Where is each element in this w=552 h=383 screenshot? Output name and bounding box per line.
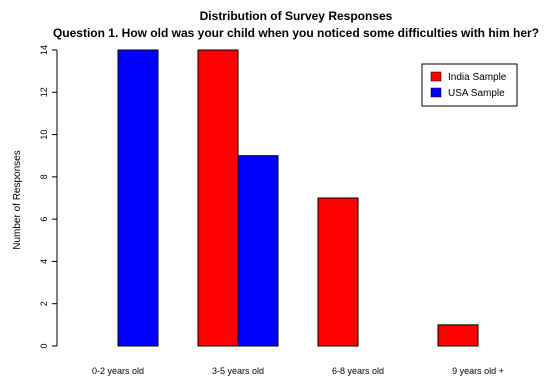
y-axis: 0 2 4 6 8 10 12 14	[39, 45, 58, 349]
y-tick-label: 0	[39, 343, 49, 348]
y-tick-label: 6	[39, 217, 49, 222]
bar-india-sample-2	[317, 197, 359, 347]
y-tick-label: 12	[39, 87, 49, 97]
y-axis-label: Number of Responses	[12, 150, 23, 250]
legend-label-usa: USA Sample	[448, 88, 505, 99]
bar-usa-sample-1	[237, 155, 279, 347]
chart-title: Distribution of Survey Responses	[200, 9, 393, 23]
x-axis-labels: 0-2 years old 3-5 years old 6-8 years old 9…	[92, 366, 504, 376]
x-tick-label: 0-2 years old	[92, 366, 144, 376]
y-tick-label: 8	[39, 174, 49, 179]
x-tick-label: 9 years old +	[452, 366, 504, 376]
x-tick-label: 3-5 years old	[212, 366, 264, 376]
bar-usa-sample-0	[117, 49, 159, 347]
bars	[117, 49, 479, 347]
bar-india-sample-1	[197, 49, 239, 347]
y-tick-label: 2	[39, 301, 49, 306]
x-tick-label: 6-8 years old	[332, 366, 384, 376]
legend-label-india: India Sample	[448, 72, 507, 83]
legend: India Sample USA Sample	[421, 63, 518, 107]
y-tick-label: 4	[39, 259, 49, 264]
chart-subtitle: Question 1. How old was your child when …	[53, 26, 539, 40]
legend-box	[421, 63, 518, 107]
legend-swatch-india	[430, 71, 442, 82]
y-tick-label: 10	[39, 130, 49, 140]
y-tick-label: 14	[39, 45, 49, 55]
legend-swatch-usa	[430, 87, 442, 98]
bar-india-sample-3	[437, 324, 479, 347]
